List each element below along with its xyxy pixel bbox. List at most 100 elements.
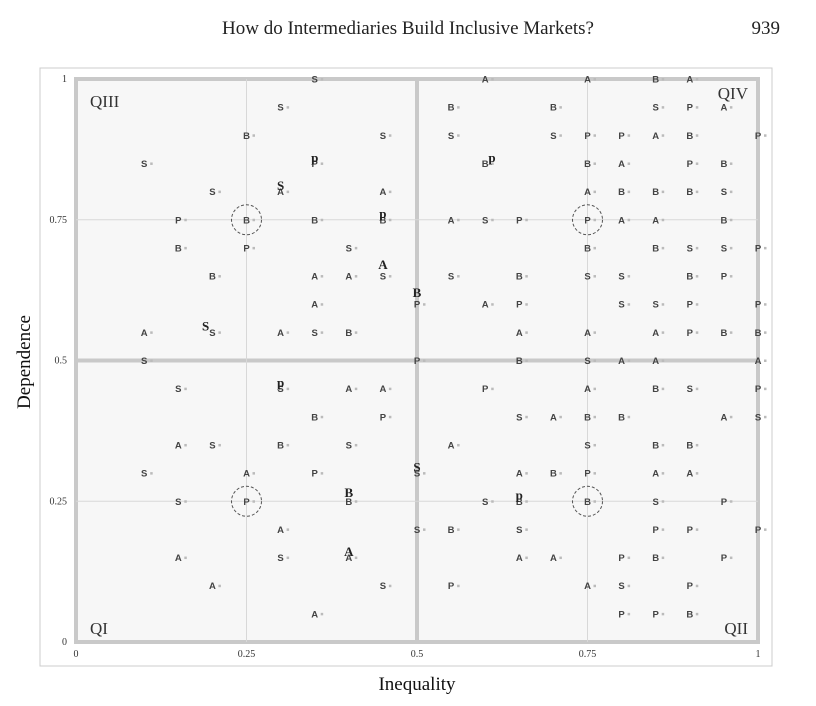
data-point-marker <box>525 528 528 531</box>
data-point-marker <box>354 500 358 503</box>
data-point-marker <box>729 415 733 419</box>
data-point-marker <box>184 500 187 503</box>
data-point: B <box>652 384 659 395</box>
data-point-marker <box>593 359 596 362</box>
data-point: A <box>175 440 182 451</box>
data-point-marker <box>695 612 699 616</box>
data-point-marker <box>320 162 324 165</box>
data-point: B <box>209 272 216 283</box>
data-point-marker <box>388 218 392 222</box>
highlighted-point: S <box>202 319 209 334</box>
data-point: B <box>686 187 693 198</box>
y-axis-label: Dependence <box>14 315 35 409</box>
data-point: S <box>516 525 522 536</box>
data-point-marker <box>627 218 631 222</box>
data-point: S <box>141 469 147 480</box>
data-point: S <box>380 272 386 283</box>
data-point-marker <box>388 584 392 588</box>
data-point: P <box>755 131 762 142</box>
data-point-marker <box>764 528 767 531</box>
data-point: B <box>550 469 557 480</box>
data-point-marker <box>286 331 290 334</box>
highlighted-point: p <box>516 488 523 503</box>
data-point-marker <box>354 275 358 278</box>
data-point: S <box>618 272 624 283</box>
data-point: A <box>345 553 352 564</box>
data-point: A <box>584 328 591 339</box>
data-point: S <box>175 384 181 395</box>
data-point-marker <box>491 218 494 222</box>
data-point-marker <box>729 106 733 109</box>
data-point: A <box>618 215 625 226</box>
quadrant-label-q2: QII <box>724 619 748 638</box>
data-point-marker <box>320 218 324 222</box>
data-point-marker <box>627 612 631 616</box>
data-point-marker <box>150 162 153 165</box>
data-point-marker <box>593 134 596 137</box>
data-point: B <box>345 497 352 508</box>
data-point-marker <box>695 331 699 334</box>
data-point-marker <box>661 443 665 447</box>
data-point: S <box>448 131 454 142</box>
data-point-marker <box>695 78 699 81</box>
data-point-marker <box>729 162 733 165</box>
data-point: A <box>686 75 693 86</box>
highlighted-point: S <box>413 459 420 474</box>
highlighted-point: B <box>413 285 422 300</box>
data-point-marker <box>559 556 562 560</box>
circled-point-marker <box>572 204 603 236</box>
data-point: B <box>652 440 659 451</box>
data-point: S <box>721 187 727 198</box>
data-point-marker <box>286 190 290 194</box>
data-point-marker <box>286 443 290 447</box>
data-point: B <box>516 497 523 508</box>
data-point: B <box>379 215 386 226</box>
data-point-marker <box>252 472 255 475</box>
data-point: B <box>584 243 591 254</box>
data-point: B <box>686 131 693 142</box>
data-point-marker <box>764 415 767 419</box>
data-point: A <box>379 384 386 395</box>
data-point-marker <box>661 556 665 560</box>
data-point-marker <box>661 612 665 616</box>
data-point-marker <box>252 218 255 222</box>
data-point-marker <box>593 246 596 250</box>
data-point: B <box>720 215 727 226</box>
data-point-marker <box>525 500 528 503</box>
data-point-marker <box>593 443 596 447</box>
data-point-marker <box>729 218 733 222</box>
data-point: S <box>482 497 488 508</box>
data-point-marker <box>320 331 324 334</box>
data-point-marker <box>661 106 665 109</box>
data-point: B <box>345 328 352 339</box>
data-point-marker <box>627 303 631 306</box>
data-point-marker <box>252 246 255 250</box>
data-point-marker <box>729 190 733 194</box>
data-point: S <box>550 131 556 142</box>
data-point: S <box>618 581 624 592</box>
data-point: A <box>345 272 352 283</box>
data-point: B <box>652 75 659 86</box>
data-point-marker <box>593 218 596 222</box>
data-point-marker <box>559 415 562 419</box>
data-point: A <box>618 159 625 170</box>
data-point: P <box>584 131 591 142</box>
data-point: S <box>653 300 659 311</box>
data-point: B <box>448 525 455 536</box>
data-point: S <box>380 581 386 592</box>
data-point: P <box>516 300 523 311</box>
data-point: P <box>584 469 591 480</box>
data-point: A <box>311 272 318 283</box>
data-point: P <box>687 525 694 536</box>
data-point: B <box>175 243 182 254</box>
data-point: B <box>311 215 318 226</box>
data-point: P <box>755 384 762 395</box>
data-point-marker <box>491 387 494 391</box>
data-point: A <box>277 525 284 536</box>
data-point-marker <box>661 246 665 250</box>
data-point: S <box>175 497 181 508</box>
data-point-marker <box>593 584 596 588</box>
data-point: A <box>516 553 523 564</box>
data-point-marker <box>764 331 767 334</box>
data-point-marker <box>525 472 528 475</box>
